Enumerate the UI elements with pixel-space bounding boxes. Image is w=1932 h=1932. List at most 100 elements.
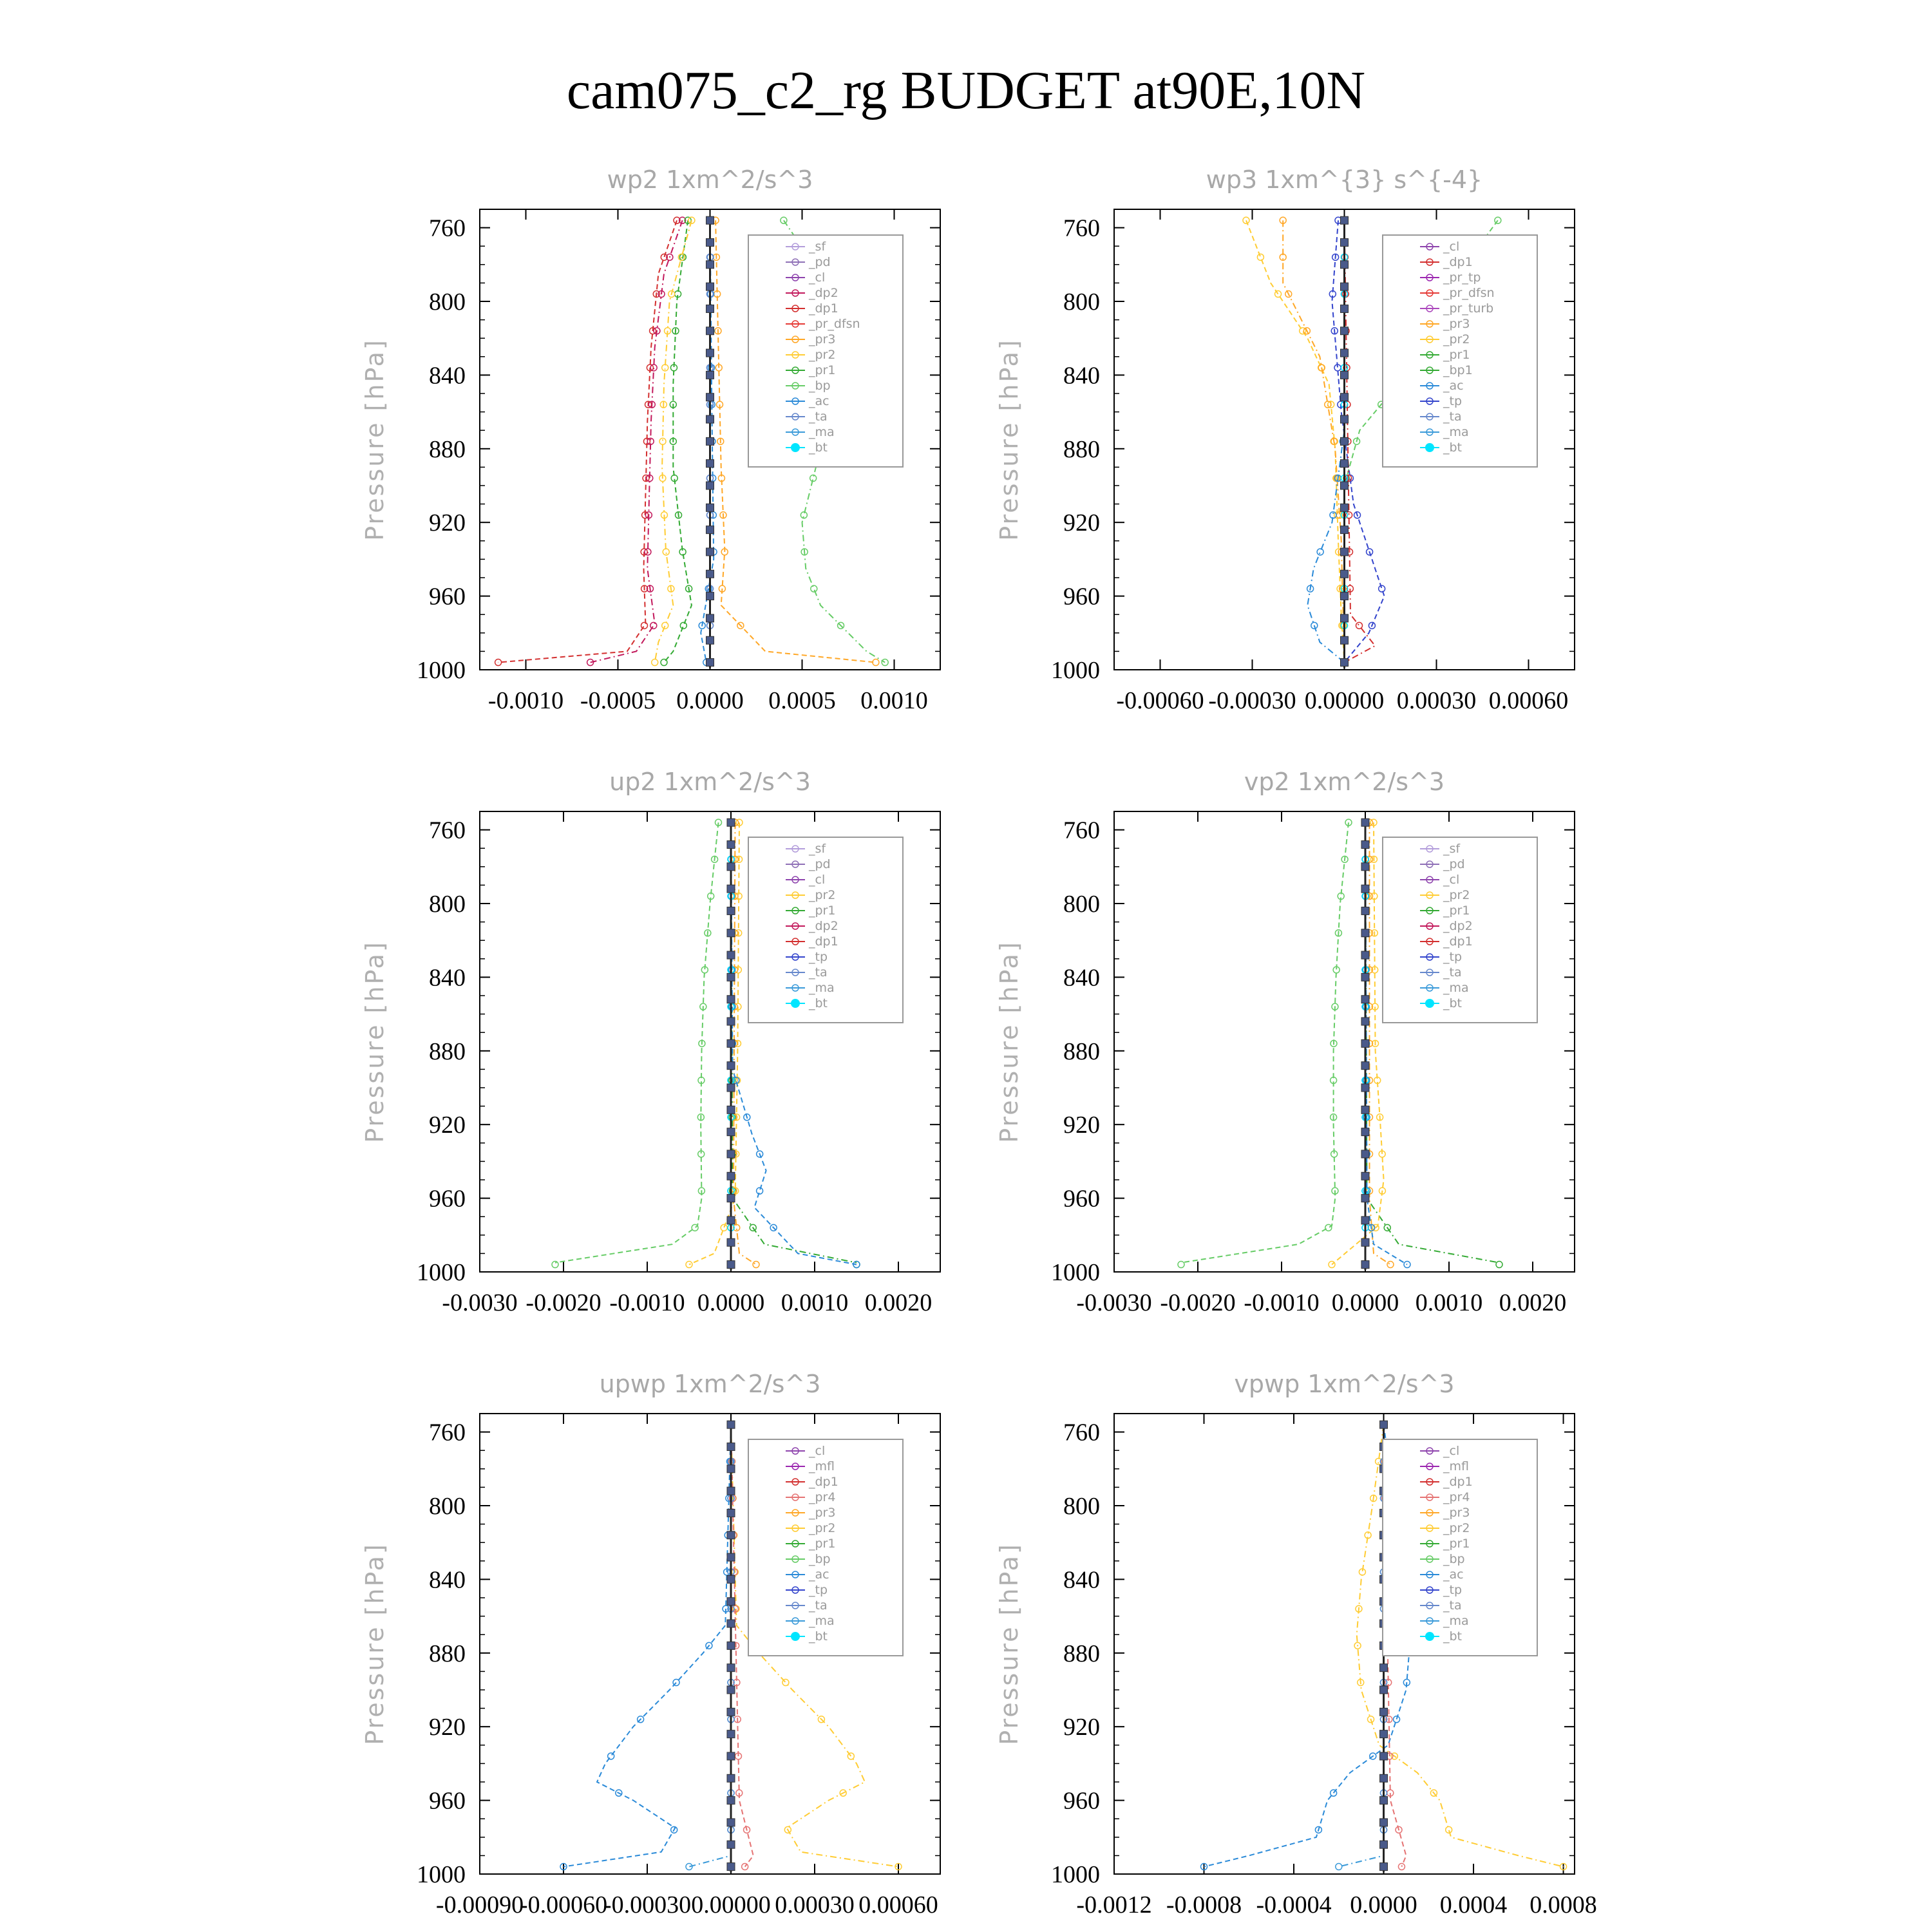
- zero-marker: [726, 995, 735, 1004]
- legend-box: [1382, 837, 1538, 1023]
- legend-label: _tp: [1443, 394, 1462, 408]
- legend-label: _dp2: [808, 286, 838, 300]
- legend-label: _pr1: [808, 363, 835, 377]
- legend-marker: [791, 443, 800, 452]
- series-point: [667, 585, 675, 592]
- zero-marker: [1361, 929, 1370, 938]
- panel-2: wp3 1xm^{3} s^{-4} 760 800 840 880 920 960 1000…: [995, 166, 1575, 714]
- x-tick-label: -0.0020: [1160, 1289, 1235, 1316]
- series-point: [1370, 855, 1378, 864]
- series-line: [1282, 220, 1345, 663]
- legend-label: _pr4: [808, 1490, 835, 1504]
- series-point: [1378, 585, 1386, 592]
- zero-marker: [726, 972, 735, 981]
- x-tick-label: -0.0008: [1166, 1891, 1242, 1918]
- legend-marker: [1426, 1509, 1434, 1517]
- series-point: [1376, 1113, 1384, 1121]
- legend-label: _tp: [1443, 950, 1462, 964]
- zero-marker: [726, 818, 735, 827]
- y-tick-label: 880: [429, 1038, 466, 1065]
- legend-label: _ac: [1443, 1567, 1464, 1582]
- legend-label: _pr3: [808, 332, 835, 346]
- zero-marker: [726, 1597, 735, 1606]
- legend-label: _bt: [1443, 440, 1462, 455]
- series-point: [1256, 253, 1265, 261]
- series-point: [1316, 548, 1324, 556]
- zero-marker: [1361, 1105, 1370, 1114]
- series-point: [755, 1150, 764, 1158]
- zero-marker: [1340, 636, 1349, 645]
- series-point: [670, 1826, 678, 1834]
- x-tick-label: 0.0000: [697, 1289, 765, 1316]
- series-point: [1337, 892, 1345, 900]
- series-point: [853, 1260, 860, 1269]
- series-line: [700, 220, 715, 663]
- series-point: [817, 1716, 826, 1723]
- series-point: [670, 474, 678, 482]
- legend-marker: [1426, 1478, 1434, 1486]
- series-point: [640, 621, 649, 630]
- zero-marker: [1340, 481, 1349, 490]
- series-point: [701, 966, 709, 974]
- legend-label: _ta: [1443, 965, 1462, 980]
- series-point: [714, 327, 722, 335]
- legend-label: _dp1: [1443, 255, 1473, 269]
- y-tick-label: 920: [1063, 509, 1100, 536]
- zero-marker: [726, 951, 735, 960]
- x-tick-label: -0.0010: [488, 687, 564, 714]
- zero-marker: [726, 840, 735, 849]
- series-point: [697, 1187, 706, 1195]
- legend-marker: [791, 891, 799, 899]
- series-point: [615, 1789, 623, 1797]
- legend-marker: [1426, 336, 1434, 343]
- legend-label: _dp2: [1443, 919, 1473, 933]
- series-point: [697, 1076, 705, 1084]
- series-point: [839, 1789, 847, 1797]
- zero-marker: [726, 1194, 735, 1203]
- zero-marker: [1340, 238, 1349, 247]
- y-tick-label: 960: [1063, 1186, 1100, 1213]
- series-point: [1369, 1752, 1377, 1760]
- series-point: [669, 437, 677, 446]
- y-tick-label: 960: [1063, 1788, 1100, 1815]
- legend-label: _dp1: [808, 934, 838, 949]
- x-tick-label: -0.0030: [1076, 1289, 1151, 1316]
- series-point: [586, 658, 594, 667]
- series-point: [743, 1113, 751, 1121]
- legend-label: _pr_tp: [1443, 270, 1481, 285]
- series-point: [1325, 1224, 1332, 1232]
- series-point: [1372, 1224, 1379, 1232]
- x-tick-label: 0.0000: [676, 687, 744, 714]
- y-tick-label: 1000: [1051, 657, 1100, 684]
- zero-marker: [1340, 260, 1349, 269]
- legend-marker: [1426, 289, 1434, 297]
- legend-label: _pr2: [1443, 888, 1470, 902]
- series-point: [647, 437, 654, 446]
- series-point: [661, 621, 669, 630]
- series-point: [749, 1224, 757, 1232]
- legend-label: _bt: [808, 1629, 828, 1643]
- legend-marker: [791, 351, 799, 359]
- y-axis-label: Pressure [hPa]: [995, 1542, 1023, 1745]
- series-point: [607, 1752, 615, 1760]
- zero-marker: [706, 569, 714, 578]
- legend-label: _tp: [808, 1583, 828, 1597]
- legend-label: _pr3: [1443, 1506, 1470, 1520]
- legend-label: _bp1: [1443, 363, 1473, 377]
- legend-label: _mfl: [808, 1459, 835, 1473]
- y-tick-label: 920: [1063, 1714, 1100, 1741]
- zero-marker: [1361, 1061, 1370, 1070]
- series-point: [643, 437, 651, 446]
- y-tick-label: 840: [1063, 362, 1100, 389]
- series-line: [783, 220, 886, 663]
- zero-marker: [726, 1685, 735, 1694]
- legend-marker: [1426, 922, 1434, 930]
- series-point: [1303, 327, 1311, 335]
- series-point: [685, 585, 693, 592]
- series-point: [1403, 1260, 1411, 1269]
- zero-marker: [726, 1442, 735, 1451]
- series-point: [847, 1752, 855, 1760]
- series-line: [654, 220, 692, 663]
- series-point: [1329, 290, 1337, 298]
- legend-marker: [1425, 1632, 1434, 1641]
